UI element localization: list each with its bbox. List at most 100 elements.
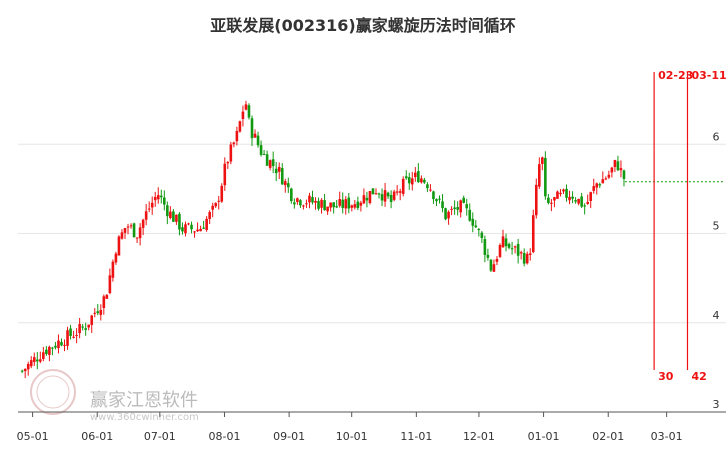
candle-down (341, 199, 345, 208)
candle-up (383, 190, 387, 202)
candle-up (48, 346, 51, 355)
candle-up (619, 168, 623, 171)
candle-down (622, 170, 626, 179)
candle-up (235, 130, 239, 142)
candle-down (311, 197, 314, 203)
chart-title: 亚联发展(002316)赢家螺旋历法时间循环 (210, 16, 516, 35)
candle-up (87, 324, 91, 328)
candle-up (595, 183, 599, 188)
candle-up (338, 199, 342, 206)
candle-up (150, 202, 154, 208)
candle-down (20, 370, 24, 372)
cycle-date-label: 02-23 (658, 69, 693, 82)
candle-up (519, 252, 523, 254)
y-tick-label: 6 (713, 130, 720, 143)
candle-down (444, 208, 447, 220)
candle-up (253, 133, 257, 138)
candle-down (456, 207, 459, 210)
candle-down (51, 347, 54, 349)
candle-down (544, 157, 547, 197)
candle-up (534, 184, 538, 216)
candle-up (531, 215, 535, 253)
candle-up (29, 360, 33, 367)
candle-up (589, 192, 593, 201)
candle-up (498, 244, 502, 257)
candle-down (598, 184, 602, 186)
candle-down (265, 154, 269, 166)
candle-down (271, 159, 275, 167)
candle-down (426, 184, 429, 189)
candle-down (574, 200, 577, 202)
candle-up (105, 294, 109, 299)
x-tick-label: 01-01 (528, 430, 560, 443)
candle-down (483, 239, 487, 255)
candle-down (468, 209, 472, 221)
candle-up (392, 191, 396, 200)
candle-up (525, 253, 529, 264)
candle-up (199, 228, 202, 232)
candle-up (226, 162, 230, 164)
candle-down (435, 199, 438, 202)
candle-up (196, 229, 199, 232)
candle-up (429, 189, 432, 191)
candle-up (492, 264, 496, 272)
candle-up (314, 200, 317, 203)
candle-up (135, 237, 139, 239)
candle-up (586, 201, 589, 204)
candle-down (166, 205, 169, 217)
candle-up (459, 200, 462, 213)
candle-up (344, 199, 348, 209)
candle-down (202, 227, 205, 229)
candle-up (114, 253, 118, 263)
x-axis: 05-01 06-01 07-01 08-01 09-01 10-01 11-01 12-01… (17, 411, 726, 443)
candle-up (223, 163, 227, 186)
candle-up (395, 191, 399, 193)
candle-down (172, 211, 175, 222)
candle-down (407, 177, 411, 184)
candle-down (54, 345, 57, 348)
candle-down (190, 224, 193, 230)
candle-up (126, 226, 130, 228)
candle-down (259, 145, 263, 155)
candle-down (377, 193, 381, 195)
candle-up (283, 181, 287, 186)
candle-down (441, 201, 444, 209)
candle-down (486, 254, 490, 258)
cycle-count-label: 42 (691, 370, 706, 383)
candle-down (522, 253, 526, 264)
candle-up (229, 144, 233, 162)
x-tick-label: 11-01 (400, 430, 432, 443)
candle-up (268, 160, 272, 168)
candle-down (256, 135, 260, 146)
candle-down (347, 197, 351, 209)
candle-up (57, 340, 60, 349)
cycle-lines: 02-23 30 03-11 42 (653, 69, 726, 383)
candle-down (163, 197, 166, 205)
cycle-date-label: 03-11 (691, 69, 726, 82)
candle-down (462, 197, 465, 203)
candle-down (178, 213, 181, 230)
candle-down (159, 195, 163, 198)
candle-down (616, 161, 620, 171)
candle-down (332, 202, 335, 208)
candle-down (317, 200, 320, 209)
candle-up (374, 193, 378, 195)
candle-up (102, 296, 106, 308)
candle-up (495, 258, 499, 262)
candle-up (66, 330, 69, 346)
candle-up (604, 178, 608, 180)
candle-up (26, 363, 30, 370)
candle-up (320, 199, 323, 208)
candle-up (99, 309, 103, 315)
candle-down (471, 218, 475, 226)
candle-up (528, 253, 532, 255)
candle-down (432, 191, 435, 200)
candle-up (63, 344, 66, 346)
candle-down (389, 194, 393, 202)
grid-lines (18, 143, 726, 324)
candle-up (238, 121, 242, 132)
candle-down (480, 232, 484, 239)
candle-up (217, 200, 221, 202)
candle-up (296, 198, 299, 202)
candle-up (610, 167, 614, 173)
